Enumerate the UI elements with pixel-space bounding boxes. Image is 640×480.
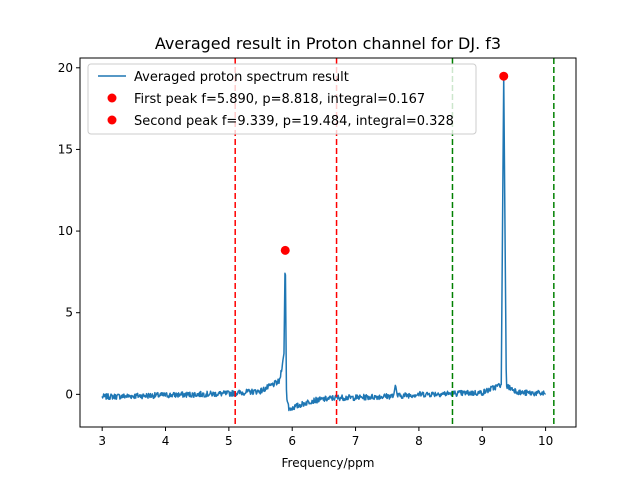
x-tick-label: 9 <box>478 434 486 448</box>
x-axis-label: Frequency/ppm <box>282 456 375 470</box>
legend-entry-1: Averaged proton spectrum result <box>134 70 349 85</box>
x-tick-label: 7 <box>352 434 360 448</box>
y-tick-label: 15 <box>58 142 73 156</box>
y-tick-label: 20 <box>58 61 73 75</box>
y-tick-label: 5 <box>65 306 73 320</box>
x-tick-label: 6 <box>288 434 296 448</box>
legend-marker-swatch <box>107 115 117 125</box>
x-tick-label: 10 <box>538 434 553 448</box>
legend: Averaged proton spectrum result First pea… <box>87 63 477 135</box>
x-tick-label: 8 <box>415 434 423 448</box>
y-tick-label: 10 <box>58 224 73 238</box>
axes-frame <box>79 57 577 428</box>
peak-marker-1 <box>280 245 290 255</box>
x-tick-label: 4 <box>162 434 170 448</box>
plot-area <box>101 58 555 427</box>
peak-marker-2 <box>499 71 509 81</box>
legend-marker-swatch <box>107 93 117 103</box>
spectrum-line <box>101 76 546 412</box>
y-tick-label: 0 <box>65 387 73 401</box>
chart-title: Averaged result in Proton channel for DJ… <box>155 34 501 53</box>
legend-entry-3: Second peak f=9.339, p=19.484, integral=… <box>134 114 454 129</box>
legend-entry-2: First peak f=5.890, p=8.818, integral=0.… <box>134 92 425 107</box>
axes: 3 4 5 6 7 8 9 10 0 5 10 15 20 <box>58 57 577 448</box>
x-tick-label: 3 <box>98 434 106 448</box>
legend-box <box>87 63 477 135</box>
x-tick-label: 5 <box>225 434 233 448</box>
